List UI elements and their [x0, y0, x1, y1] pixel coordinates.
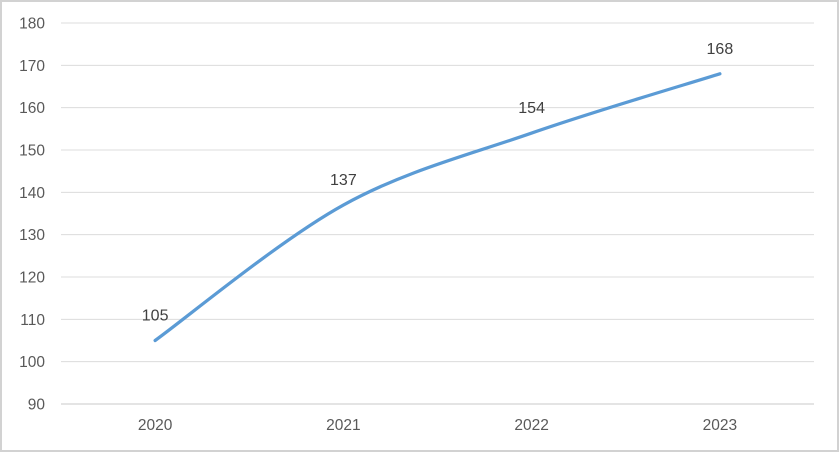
y-tick-label: 170: [19, 58, 45, 75]
y-tick-label: 160: [19, 100, 45, 117]
data-label: 168: [707, 41, 734, 58]
y-tick-label: 180: [19, 16, 45, 33]
data-label: 154: [518, 100, 545, 117]
y-tick-label: 110: [20, 312, 45, 329]
x-tick-label: 2021: [326, 417, 360, 434]
y-tick-label: 100: [19, 354, 45, 371]
x-tick-label: 2020: [138, 417, 173, 434]
series-line: [153, 72, 722, 343]
data-label: 105: [142, 308, 169, 325]
y-tick-label: 150: [19, 143, 45, 160]
y-tick-label: 140: [19, 185, 45, 202]
x-tick-label: 2023: [703, 417, 737, 434]
y-tick-label: 130: [19, 227, 45, 244]
y-tick-label: 120: [19, 270, 45, 287]
data-label: 137: [330, 172, 357, 189]
y-tick-label: 90: [28, 397, 46, 414]
x-tick-label: 2022: [514, 417, 548, 434]
